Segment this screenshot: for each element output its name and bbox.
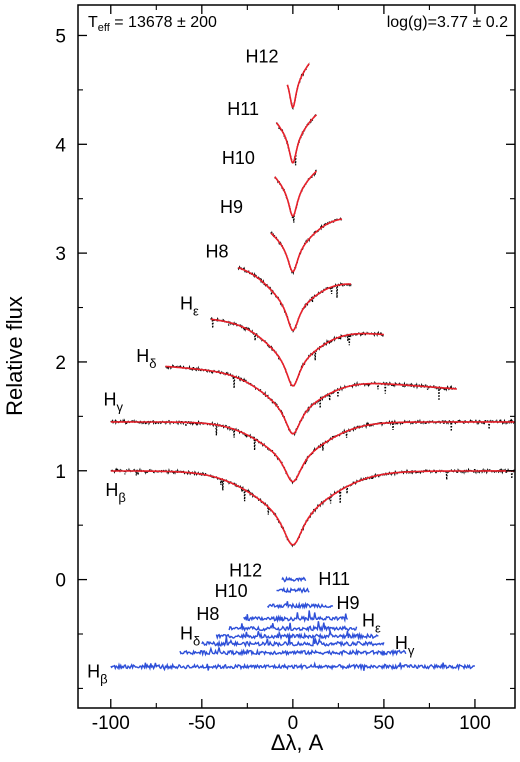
model-profile-1 <box>110 421 515 483</box>
residual-label-base: H8 <box>196 604 219 624</box>
line-labels: HβHγHδHεH8H9H10H11H12HβHγHδHεH8H9H10H11H… <box>87 47 415 687</box>
residual-label-sub: β <box>100 672 107 687</box>
profile-label-base: H8 <box>205 241 228 261</box>
residual-label-3: Hε <box>362 610 381 635</box>
model-profile-6 <box>274 170 318 217</box>
teff-subscript: eff <box>98 22 111 34</box>
model-profile-0 <box>110 470 515 546</box>
profile-label-4: H8 <box>205 241 228 261</box>
profile-label-base: H <box>105 480 118 500</box>
residual-label-sub: ε <box>375 620 381 635</box>
profile-label-8: H12 <box>246 47 279 67</box>
x-tick-label: -100 <box>92 713 130 734</box>
y-tick-label: 3 <box>55 244 66 265</box>
y-tick-label: 1 <box>55 462 66 483</box>
residual-label-6: H10 <box>215 581 248 601</box>
residual-label-base: H <box>180 623 193 643</box>
residual-label-base: H12 <box>229 560 262 580</box>
y-tick-label: 4 <box>55 135 66 156</box>
residual-curve-6 <box>266 601 334 610</box>
profile-label-base: H <box>103 389 116 409</box>
profile-label-1: Hγ <box>103 389 123 414</box>
residual-label-base: H9 <box>337 593 360 613</box>
profile-label-7: H11 <box>227 99 259 119</box>
profile-label-3: Hε <box>180 294 199 319</box>
residual-curve-7 <box>276 586 310 594</box>
teff-annotation: Teff = 13678 ± 200 <box>88 14 217 34</box>
profile-label-0: Hβ <box>105 480 125 505</box>
residual-label-8: H12 <box>229 560 262 580</box>
residual-curve-2 <box>201 636 385 648</box>
residual-label-base: H10 <box>215 581 248 601</box>
logg-annotation: log(g)=3.77 ± 0.2 <box>387 14 508 31</box>
model-profile-2 <box>165 365 457 435</box>
residual-label-sub: δ <box>193 633 200 648</box>
residual-label-2: Hδ <box>180 623 200 648</box>
residual-curve-3 <box>215 628 379 641</box>
y-axis-title: Relative flux <box>2 296 27 416</box>
x-tick-label: -50 <box>188 713 215 734</box>
residual-label-base: H <box>395 633 408 653</box>
profile-label-base: H <box>136 346 149 366</box>
profile-label-base: H9 <box>220 197 243 217</box>
profile-label-sub: γ <box>116 399 123 414</box>
residual-label-7: H11 <box>318 569 350 589</box>
model-profile-3 <box>210 318 384 387</box>
residual-curve-4 <box>228 621 358 633</box>
profile-label-5: H9 <box>220 197 243 217</box>
x-tick-label: 50 <box>373 713 394 734</box>
profile-label-base: H12 <box>246 47 279 67</box>
model-profile-4 <box>238 267 352 332</box>
model-profile-7 <box>275 114 318 164</box>
profile-label-6: H10 <box>222 148 255 168</box>
profile-label-sub: ε <box>193 304 199 319</box>
residual-curve-1 <box>179 646 407 657</box>
y-tick-label: 0 <box>55 571 66 592</box>
x-tick-label: 0 <box>288 713 299 734</box>
x-tick-label: 100 <box>459 713 491 734</box>
residual-label-base: H11 <box>318 569 350 589</box>
profile-label-base: H10 <box>222 148 255 168</box>
residual-label-base: H <box>87 662 100 682</box>
profile-label-base: H <box>180 294 193 314</box>
profile-label-sub: δ <box>149 356 156 371</box>
axis-ticks: -100 -50 0 50 100 0 1 2 3 4 5 <box>55 5 515 734</box>
residual-label-4: H8 <box>196 604 219 624</box>
profile-label-sub: β <box>118 490 125 505</box>
residual-label-1: Hγ <box>395 633 415 658</box>
residual-curve-5 <box>243 610 349 624</box>
residual-curve-0 <box>110 661 476 672</box>
observed-profile-3 <box>210 316 385 388</box>
y-tick-label: 5 <box>55 26 66 47</box>
y-tick-label: 2 <box>55 353 66 374</box>
profile-label-2: Hδ <box>136 346 156 371</box>
model-profile-8 <box>286 63 310 109</box>
teff-value: = 13678 ± 200 <box>110 14 217 31</box>
residual-curve-8 <box>281 575 307 583</box>
teff-symbol: T <box>88 14 98 31</box>
residual-label-base: H <box>362 610 375 630</box>
model-profile-5 <box>270 218 343 273</box>
profile-label-base: H11 <box>227 99 259 119</box>
plot-frame <box>77 4 516 709</box>
residual-label-sub: γ <box>408 643 415 658</box>
observed-profile-7 <box>275 114 317 166</box>
x-axis-title: Δλ, A <box>271 730 324 755</box>
observed-profile-0 <box>110 467 516 548</box>
residual-label-0: Hβ <box>87 662 107 687</box>
residual-label-5: H9 <box>337 593 360 613</box>
plot-content <box>110 62 516 672</box>
